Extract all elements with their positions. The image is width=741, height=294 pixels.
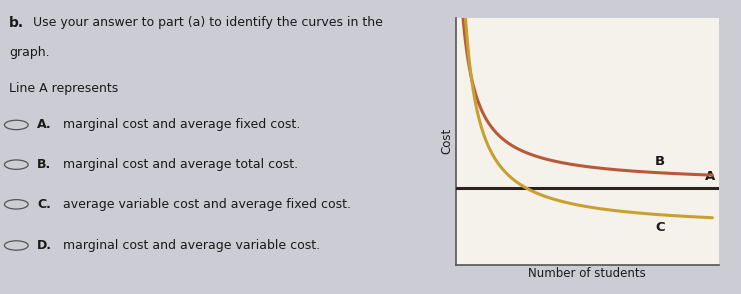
Text: A.: A. xyxy=(37,118,52,131)
Text: graph.: graph. xyxy=(9,46,50,59)
Text: Use your answer to part (a) to identify the curves in the: Use your answer to part (a) to identify … xyxy=(33,16,382,29)
Text: marginal cost and average total cost.: marginal cost and average total cost. xyxy=(63,158,298,171)
Text: B: B xyxy=(655,155,665,168)
Text: A: A xyxy=(705,170,715,183)
X-axis label: Number of students: Number of students xyxy=(528,267,646,280)
Text: marginal cost and average variable cost.: marginal cost and average variable cost. xyxy=(63,239,320,252)
Text: marginal cost and average fixed cost.: marginal cost and average fixed cost. xyxy=(63,118,300,131)
Y-axis label: Cost: Cost xyxy=(440,128,453,154)
Text: D.: D. xyxy=(37,239,52,252)
Text: C: C xyxy=(655,221,665,234)
Text: C.: C. xyxy=(37,198,51,211)
Text: B.: B. xyxy=(37,158,51,171)
Text: average variable cost and average fixed cost.: average variable cost and average fixed … xyxy=(63,198,351,211)
Text: b.: b. xyxy=(9,16,24,30)
Text: Line A represents: Line A represents xyxy=(9,82,118,95)
